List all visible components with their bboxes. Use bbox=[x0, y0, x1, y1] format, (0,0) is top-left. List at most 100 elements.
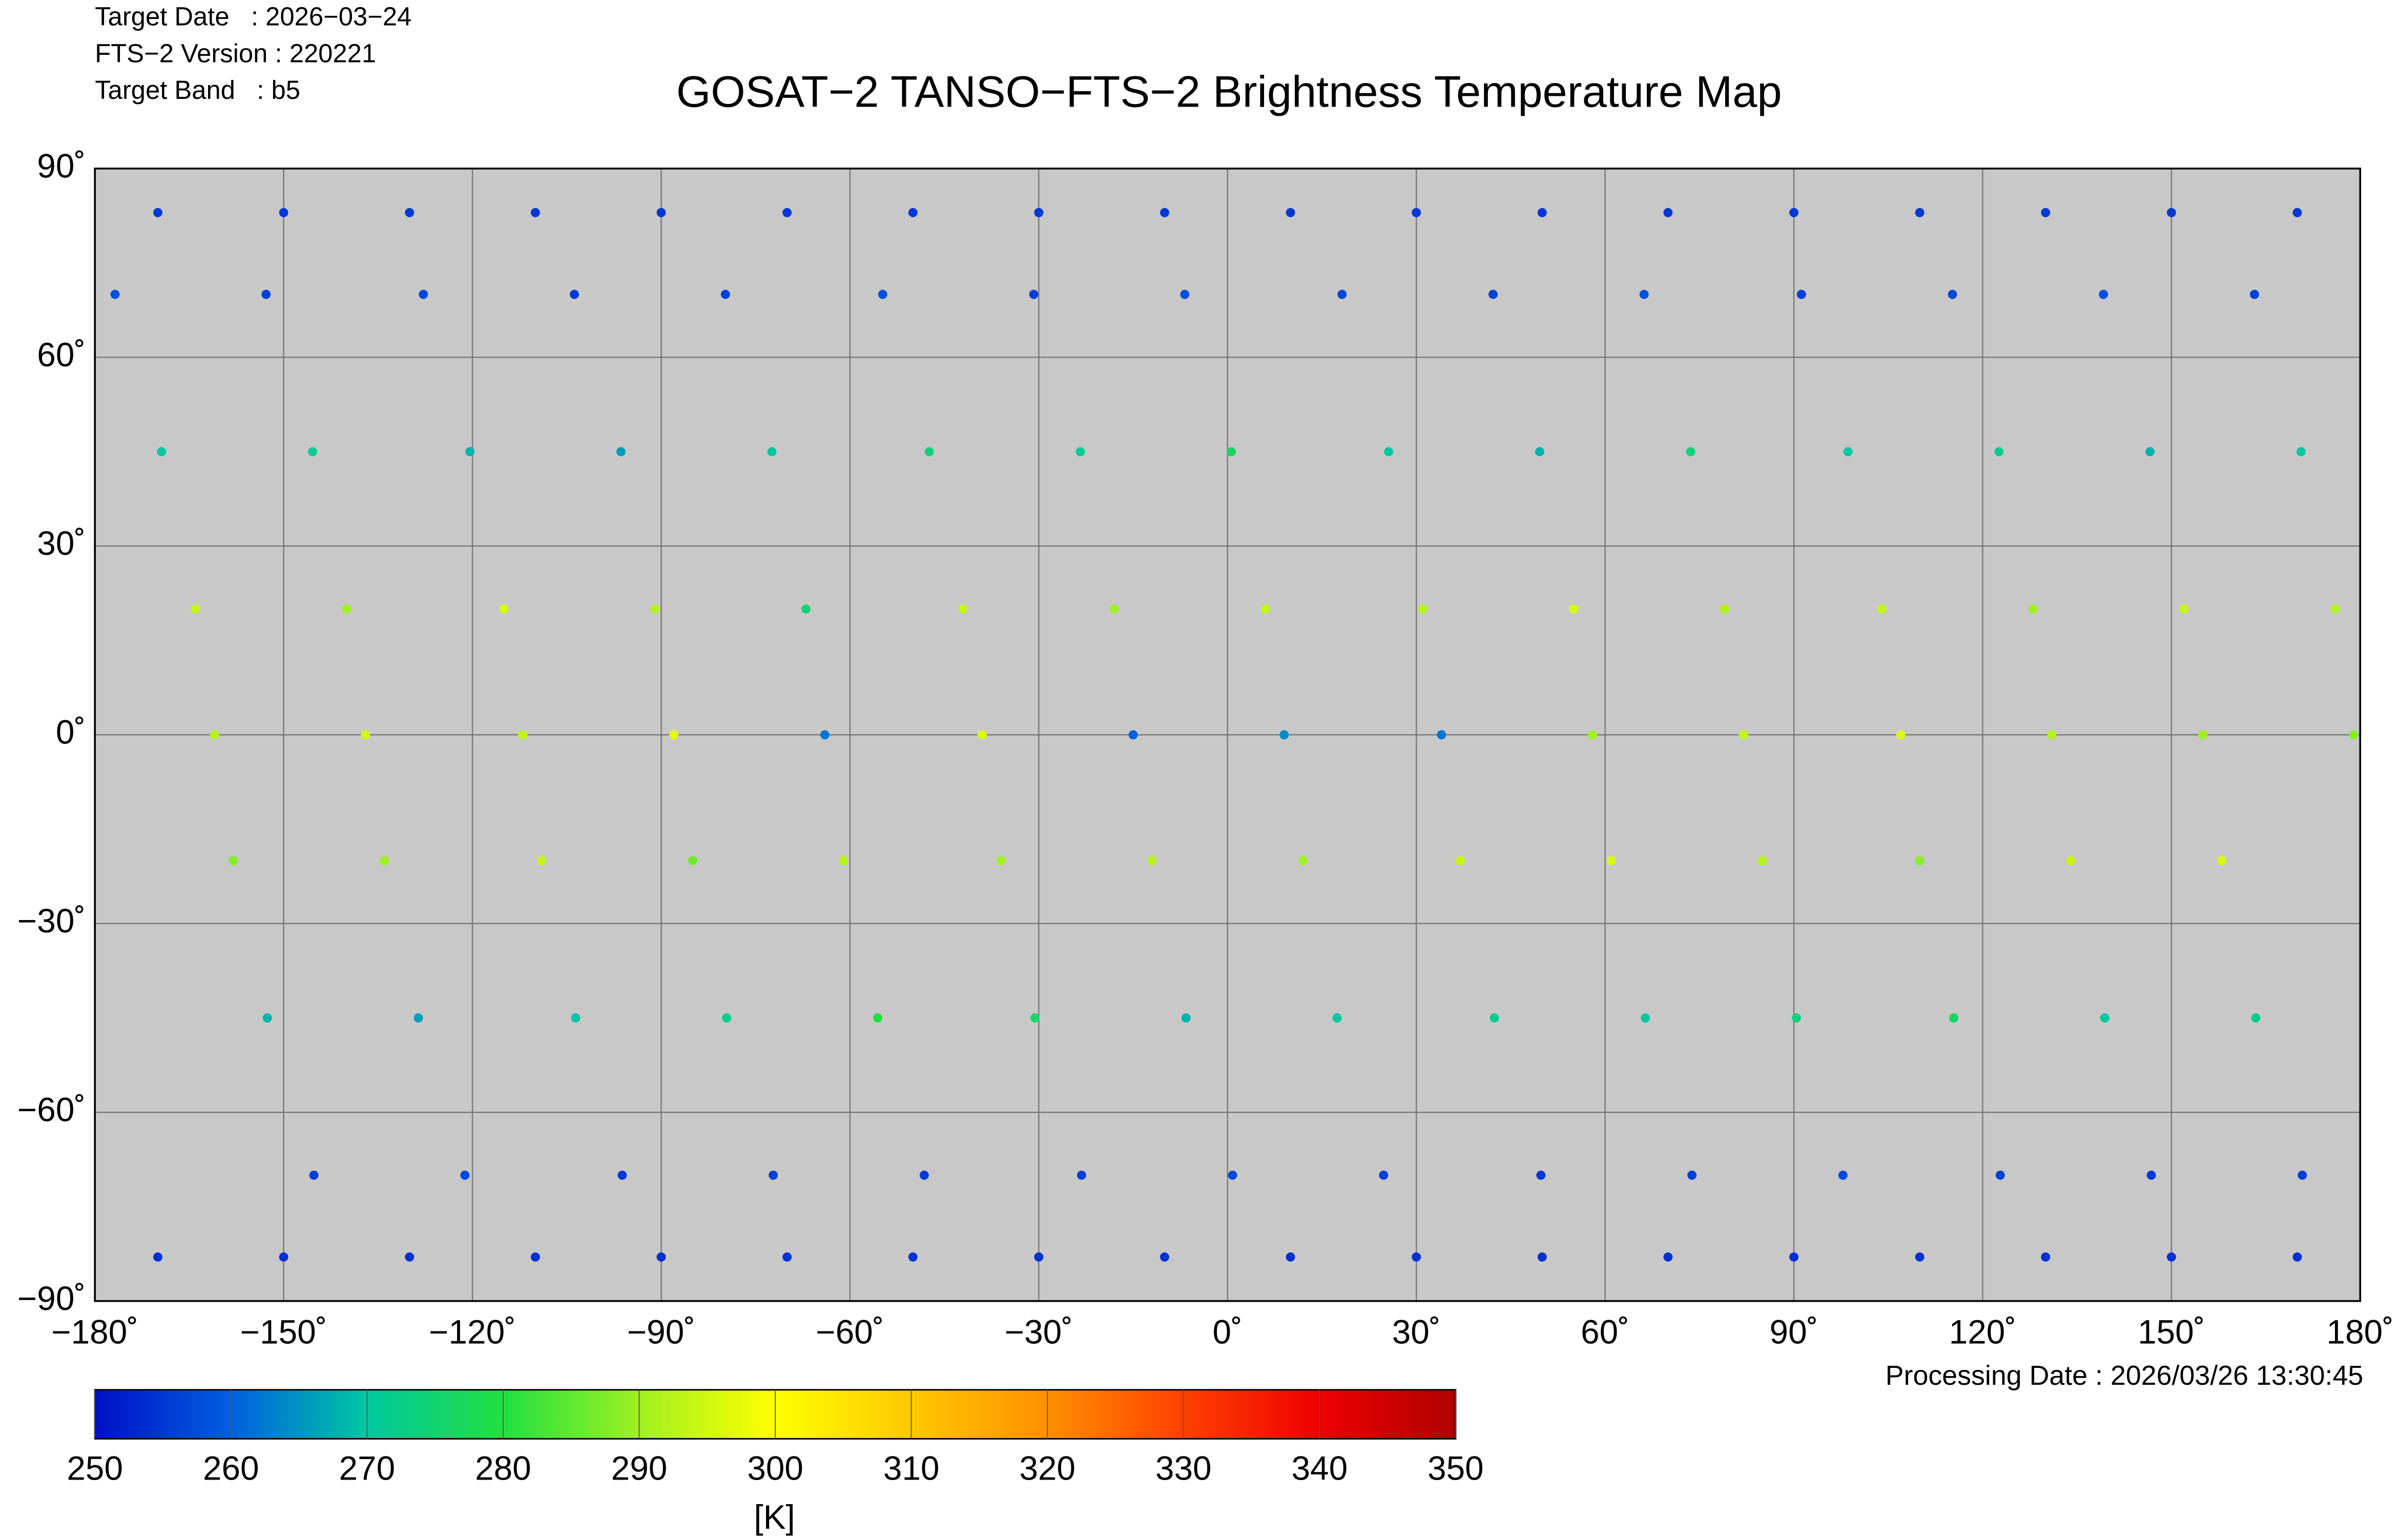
footprint-point bbox=[1949, 1013, 1958, 1023]
footprint-point bbox=[2041, 1252, 2051, 1262]
colorbar-tick-label: 300 bbox=[747, 1450, 803, 1487]
colorbar-segment bbox=[911, 1389, 1048, 1439]
footprint-point bbox=[1412, 208, 1421, 217]
x-tick-label: −180˚ bbox=[51, 1314, 138, 1351]
footprint-point bbox=[977, 730, 987, 740]
footprint-point bbox=[908, 1252, 918, 1262]
footprint-point bbox=[1948, 289, 1957, 299]
processing-date: Processing Date : 2026/03/26 13:30:45 bbox=[1886, 1360, 2364, 1391]
footprint-point bbox=[1877, 604, 1887, 614]
colorbar-tick-label: 330 bbox=[1155, 1450, 1212, 1487]
footprint-point bbox=[1332, 1013, 1342, 1023]
footprint-point bbox=[460, 1170, 470, 1180]
y-tick-label: 60˚ bbox=[37, 336, 86, 373]
x-tick-label: 60˚ bbox=[1581, 1314, 1629, 1351]
footprint-point bbox=[1739, 730, 1748, 740]
colorbar-segment bbox=[367, 1389, 503, 1439]
colorbar-tick-label: 290 bbox=[611, 1450, 668, 1487]
footprint-point bbox=[1639, 289, 1649, 299]
colorbar-tick-label: 280 bbox=[475, 1450, 531, 1487]
y-tick-label: −60˚ bbox=[17, 1091, 86, 1129]
footprint-point bbox=[1147, 856, 1157, 865]
info-line: Target Band : b5 bbox=[95, 75, 300, 105]
footprint-point bbox=[1384, 447, 1394, 456]
y-tick-label: 0˚ bbox=[56, 714, 86, 751]
info-line: FTS−2 Version : 220221 bbox=[95, 38, 376, 68]
x-tick-label: 150˚ bbox=[2138, 1314, 2205, 1351]
colorbar-segment bbox=[639, 1389, 776, 1439]
footprint-point bbox=[1181, 1013, 1191, 1023]
footprint-point bbox=[2198, 730, 2208, 740]
footprint-point bbox=[309, 1170, 319, 1180]
footprint-point bbox=[361, 730, 370, 740]
plot-frame bbox=[94, 168, 2362, 1302]
footprint-point bbox=[419, 289, 428, 299]
footprint-point bbox=[2100, 1013, 2109, 1023]
footprint-point bbox=[820, 730, 830, 740]
footprint-point bbox=[518, 730, 528, 740]
footprint-point bbox=[1418, 604, 1427, 614]
footprint-point bbox=[1075, 447, 1085, 456]
footprint-point bbox=[210, 730, 219, 740]
chart-title: GOSAT−2 TANSO−FTS−2 Brightness Temperatu… bbox=[676, 68, 1782, 117]
footprint-point bbox=[1915, 1252, 1925, 1262]
footprint-point bbox=[617, 1170, 627, 1180]
footprint-point bbox=[405, 208, 415, 217]
footprint-point bbox=[782, 208, 792, 217]
footprint-point bbox=[1838, 1170, 1848, 1180]
footprint-point bbox=[1034, 208, 1044, 217]
footprint-point bbox=[1687, 1170, 1697, 1180]
footprint-point bbox=[308, 447, 318, 456]
footprint-point bbox=[1034, 1252, 1044, 1262]
footprint-point bbox=[1260, 604, 1270, 614]
x-tick-label: −30˚ bbox=[1005, 1314, 1073, 1351]
footprint-point bbox=[878, 289, 887, 299]
footprint-point bbox=[570, 289, 579, 299]
footprint-point bbox=[262, 1013, 272, 1023]
footprint-point bbox=[1796, 289, 1806, 299]
footprint-point bbox=[1128, 730, 1138, 740]
footprint-point bbox=[1789, 1252, 1799, 1262]
colorbar-tick-label: 250 bbox=[67, 1450, 123, 1487]
footprint-point bbox=[1160, 208, 1169, 217]
footprint-point bbox=[1279, 730, 1289, 740]
y-tick-label: −30˚ bbox=[17, 902, 86, 940]
footprint-point bbox=[1720, 604, 1729, 614]
colorbar-segment bbox=[1319, 1389, 1456, 1439]
footprint-point bbox=[1109, 604, 1119, 614]
footprint-point bbox=[1337, 289, 1347, 299]
footprint-point bbox=[191, 604, 200, 614]
footprint-point bbox=[2296, 447, 2306, 456]
colorbar-tick-label: 340 bbox=[1291, 1450, 1348, 1487]
x-tick-label: 180˚ bbox=[2327, 1314, 2394, 1351]
footprint-point bbox=[722, 1013, 732, 1023]
footprint-point bbox=[2066, 856, 2076, 865]
colorbar-tick-label: 320 bbox=[1019, 1450, 1075, 1487]
x-tick-label: −150˚ bbox=[240, 1314, 327, 1351]
footprint-point bbox=[924, 447, 934, 456]
footprint-point bbox=[1535, 447, 1544, 456]
footprint-point bbox=[2292, 208, 2302, 217]
footprint-point bbox=[1437, 730, 1446, 740]
footprint-point bbox=[2179, 604, 2189, 614]
footprint-point bbox=[2349, 730, 2359, 740]
footprint-point bbox=[1569, 604, 1579, 614]
footprint-point bbox=[153, 208, 162, 217]
footprint-point bbox=[1160, 1252, 1169, 1262]
footprint-point bbox=[1994, 447, 2004, 456]
colorbar-tick-label: 310 bbox=[883, 1450, 940, 1487]
footprint-point bbox=[229, 856, 238, 865]
x-tick-label: 30˚ bbox=[1392, 1314, 1441, 1351]
footprint-point bbox=[959, 604, 968, 614]
footprint-point bbox=[769, 1170, 778, 1180]
footprint-point bbox=[153, 1252, 162, 1262]
footprint-point bbox=[342, 604, 351, 614]
footprint-point bbox=[279, 1252, 288, 1262]
footprint-point bbox=[413, 1013, 423, 1023]
footprint-point bbox=[2166, 1252, 2176, 1262]
footprint-point bbox=[2041, 208, 2051, 217]
y-tick-label: 30˚ bbox=[37, 525, 86, 562]
footprint-point bbox=[499, 604, 509, 614]
footprint-point bbox=[2330, 604, 2340, 614]
